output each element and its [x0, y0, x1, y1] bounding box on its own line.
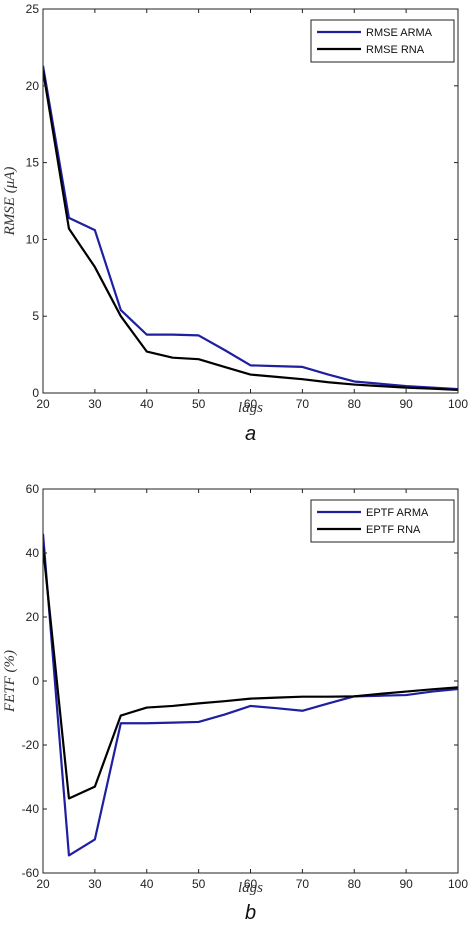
panel-letter: a: [245, 423, 256, 445]
y-axis-label: RMSE (μA): [2, 167, 18, 237]
x-tick-label: 30: [88, 397, 102, 411]
x-tick-label: 80: [348, 397, 362, 411]
y-tick-label: 0: [32, 386, 39, 400]
panel-letter: b: [245, 902, 256, 924]
x-tick-label: 90: [399, 397, 413, 411]
y-tick-label: 5: [32, 309, 39, 323]
x-tick-label: 60: [244, 877, 258, 891]
series-line-rmse-arma: [43, 65, 458, 391]
chart-panel-b: 20 30 40 50 60 70 80 90 100-60-40-200204060lagsF…: [2, 482, 468, 924]
x-tick-label: 40: [140, 397, 154, 411]
x-tick-label: 40: [140, 877, 154, 891]
x-tick-label: 50: [192, 397, 206, 411]
x-tick-label: 30: [88, 877, 102, 891]
legend-box: [310, 19, 455, 63]
x-axis-label: lags: [238, 880, 263, 896]
legend: EPTF ARMA EPTF RNA: [310, 499, 455, 543]
x-tick-label: 70: [296, 877, 310, 891]
y-tick-label: -60: [22, 866, 40, 880]
legend-entry: RMSE RNA: [366, 44, 425, 56]
x-axis-label: lags: [238, 400, 263, 416]
x-tick-label: 20: [36, 877, 50, 891]
y-tick-label: 20: [26, 610, 40, 624]
x-tick-label: 90: [399, 877, 413, 891]
x-tick-label: 100: [448, 397, 468, 411]
x-tick-label: 50: [192, 877, 206, 891]
legend-entry: EPTF RNA: [366, 524, 421, 536]
plot-frame: [42, 488, 459, 874]
x-tick-label: 80: [348, 877, 362, 891]
legend-entry: RMSE ARMA: [366, 27, 433, 39]
y-tick-label: 15: [26, 156, 40, 170]
series-line-eptf-rna: [43, 546, 458, 800]
y-tick-label: -40: [22, 802, 40, 816]
x-tick-label: 70: [296, 397, 310, 411]
x-tick-label: 60: [244, 397, 258, 411]
x-tick-label: 100: [448, 877, 468, 891]
y-tick-label: -20: [22, 738, 40, 752]
chart-panel-a: 20 30 40 50 60 70 80 90 100 0 5 10 15 20 25 lags RMSE (μ…: [2, 2, 468, 445]
y-tick-label: 0: [32, 674, 39, 688]
y-tick-label: 60: [26, 482, 40, 496]
y-tick-label: 40: [26, 546, 40, 560]
legend-box: [310, 499, 455, 543]
series-line-eptf-arma: [43, 533, 458, 857]
legend-entry: EPTF ARMA: [366, 507, 429, 519]
series-line-rmse-rna: [43, 70, 458, 392]
x-tick-label: 20: [36, 397, 50, 411]
legend: RMSE ARMA RMSE RNA: [310, 19, 455, 63]
y-tick-label: 25: [26, 2, 40, 16]
plot-frame: [42, 8, 459, 394]
y-tick-label: 20: [26, 79, 40, 93]
y-axis-label: FETF (%): [2, 650, 18, 713]
y-tick-label: 10: [26, 232, 40, 246]
